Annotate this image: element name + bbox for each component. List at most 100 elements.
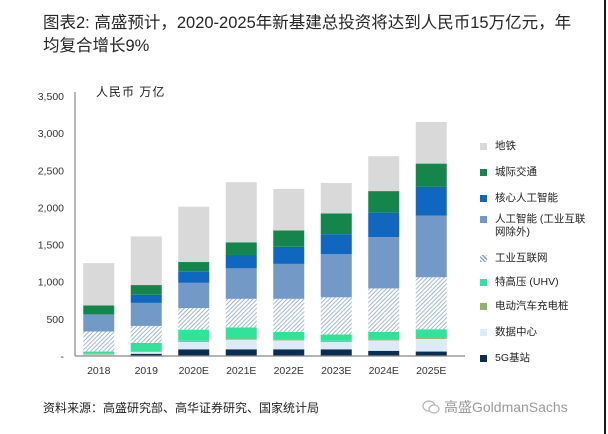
bar-segment [368, 340, 400, 351]
bar-segment [178, 262, 210, 272]
brand-watermark: 高盛GoldmanSachs [422, 397, 568, 417]
bar-segment [320, 254, 352, 298]
bar-segment [415, 186, 447, 216]
legend-item: 地铁 [480, 140, 605, 153]
bar-segment [130, 236, 162, 286]
bar-segment [368, 288, 400, 332]
bars-group [83, 122, 447, 356]
legend-marker-icon [480, 303, 487, 310]
bar-segment [273, 349, 305, 356]
legend-marker-icon [480, 143, 487, 150]
source-note: 资料来源：高盛研究部、高华证券研究、国家统计局 [43, 401, 320, 415]
legend-label: 工业互联网 [495, 252, 548, 264]
legend-label: 数据中心 [495, 326, 537, 338]
y-axis: - 500 1,000 1,500 2,000 2,500 3,000 3,500 [38, 91, 76, 363]
bar-segment [225, 349, 257, 356]
bar-segment [273, 339, 305, 341]
legend-marker-icon [480, 169, 487, 176]
bar-segment [225, 268, 257, 299]
x-tick-label: 2022E [274, 365, 304, 377]
bar-segment [415, 277, 447, 330]
legend-marker-icon [480, 255, 487, 262]
bar-segment [320, 341, 352, 350]
bar-segment [320, 349, 352, 356]
chart-title: 图表2: 高盛预计，2020-2025年新基建总投资将达到人民币15万亿元，年均… [43, 14, 572, 55]
bar-segment [83, 351, 115, 354]
bar-segment [178, 282, 210, 309]
bar-segment [225, 339, 257, 350]
bar-segment [368, 237, 400, 289]
y-tick-label: 3,000 [38, 128, 64, 140]
bar-segment [178, 341, 210, 350]
bar-segment [368, 156, 400, 192]
y-tick-label: 1,500 [38, 240, 64, 252]
bar-stack-2018 [83, 263, 115, 356]
legend-marker-icon [480, 329, 487, 336]
bar-segment [130, 285, 162, 295]
bar-segment [273, 340, 305, 350]
bar-segment [130, 353, 162, 356]
bar-segment [415, 163, 447, 187]
bar-segment [83, 354, 115, 356]
legend-marker-icon [480, 195, 487, 202]
y-tick-label: 2,500 [38, 165, 64, 177]
bar-segment [415, 329, 447, 338]
bar-segment [273, 298, 305, 332]
bar-segment [178, 349, 210, 356]
legend-item: 人工智能 (工业互联网除外) [480, 213, 605, 239]
bar-segment [225, 338, 257, 340]
bar-segment [130, 325, 162, 343]
legend-label: 城际交通 [495, 166, 537, 178]
bar-segment [320, 334, 352, 341]
x-tick-label: 2020E [179, 365, 209, 377]
x-tick-label: 2021E [226, 365, 256, 377]
bar-segment [320, 297, 352, 335]
bar-segment [225, 298, 257, 328]
x-tick-label: 2025E [416, 365, 446, 377]
bar-segment [273, 246, 305, 264]
legend-item: 核心人工智能 [480, 192, 605, 205]
bar-segment [320, 213, 352, 235]
bar-stack-2024E [368, 156, 400, 356]
bar-segment [130, 343, 162, 352]
bar-segment [225, 242, 257, 255]
bar-segment [273, 188, 305, 231]
bar-segment [83, 305, 115, 315]
bar-segment [225, 327, 257, 339]
y-tick-label: 2,000 [38, 202, 64, 214]
bar-segment [130, 351, 162, 354]
legend-label: 5G基站 [495, 352, 531, 364]
legend-item: 城际交通 [480, 166, 605, 179]
legend-marker-icon [480, 279, 487, 286]
legend-item: 5G基站 [480, 352, 605, 365]
legend-label: 地铁 [495, 140, 516, 152]
bar-segment [130, 294, 162, 303]
legend-marker-icon [480, 355, 487, 362]
bar-segment [178, 308, 210, 330]
legend-marker-icon [480, 216, 487, 223]
frame-border [604, 0, 606, 434]
bar-segment [273, 331, 305, 340]
bar-stack-2025E [415, 122, 447, 356]
bar-segment [178, 271, 210, 283]
y-tick-label: 1,000 [38, 277, 64, 289]
bar-segment [83, 353, 115, 355]
bar-segment [415, 215, 447, 278]
bar-segment [368, 331, 400, 340]
bar-stack-2022E [273, 188, 305, 356]
bar-segment [83, 331, 115, 352]
bar-segment [320, 340, 352, 342]
bar-segment [83, 263, 115, 306]
legend-item: 数据中心 [480, 326, 605, 339]
bar-segment [130, 351, 162, 352]
x-tick-label: 2018 [87, 365, 111, 377]
bar-stack-2019 [130, 236, 162, 356]
bar-segment [178, 329, 210, 341]
bar-stack-2023E [320, 182, 352, 356]
unit-label: 人民币 万亿 [96, 85, 166, 99]
legend-label: 电动汽车充电桩 [495, 300, 569, 312]
bar-stack-2020E [178, 206, 210, 356]
bar-segment [368, 212, 400, 238]
x-tick-label: 2024E [369, 365, 399, 377]
